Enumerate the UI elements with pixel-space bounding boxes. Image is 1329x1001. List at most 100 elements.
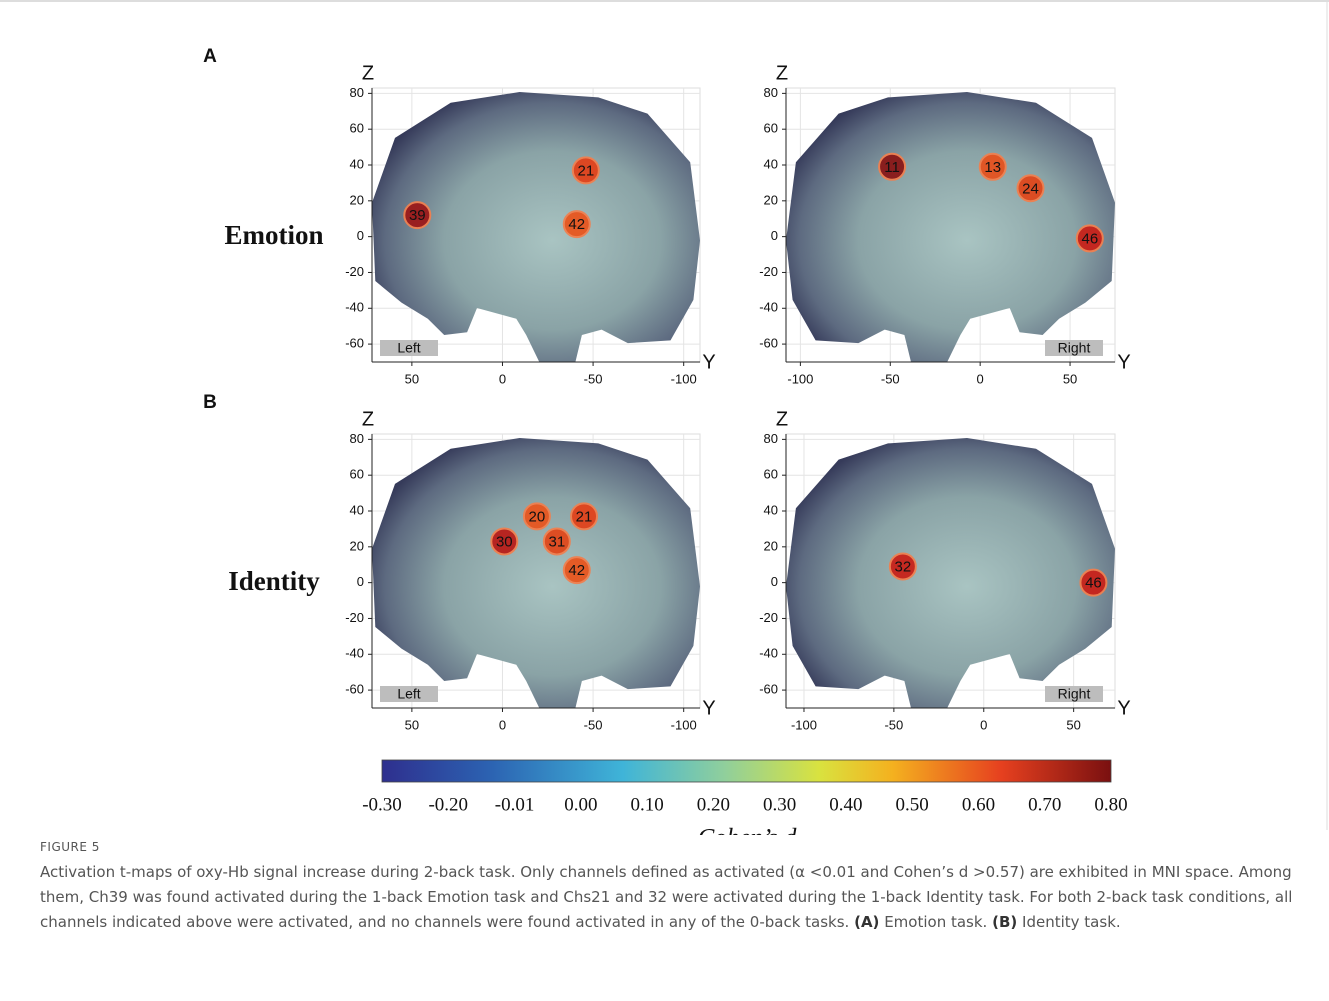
z-tick-label: -60 <box>345 682 364 697</box>
z-tick-label: -40 <box>759 646 778 661</box>
side-label: Right <box>1058 340 1091 356</box>
z-tick-label: -40 <box>345 300 364 315</box>
z-tick-label: 60 <box>350 121 364 136</box>
channel-label: 46 <box>1081 230 1098 247</box>
channel-label: 46 <box>1085 575 1102 592</box>
z-tick-label: 0 <box>771 574 778 589</box>
channel-label: 42 <box>568 562 585 579</box>
z-tick-label: 20 <box>350 192 364 207</box>
z-tick-label: 80 <box>764 85 778 100</box>
y-tick-label: 0 <box>499 371 506 386</box>
z-tick-label: -60 <box>759 336 778 351</box>
colorbar-tick-label: 0.20 <box>697 794 730 815</box>
colorbar-tick-label: 0.80 <box>1094 794 1127 815</box>
side-label: Right <box>1058 686 1091 702</box>
caption-a-label: (A) <box>854 913 879 931</box>
y-axis-label: Y <box>702 697 715 719</box>
y-tick-label: -100 <box>671 371 697 386</box>
side-label: Left <box>397 340 420 356</box>
z-tick-label: -60 <box>345 336 364 351</box>
y-axis-label: Y <box>1117 351 1130 373</box>
z-tick-label: -20 <box>759 264 778 279</box>
y-tick-label: -100 <box>787 371 813 386</box>
brain-surface <box>372 438 700 708</box>
z-tick-label: 60 <box>764 121 778 136</box>
colorbar-tick-label: 0.60 <box>962 794 995 815</box>
z-tick-label: -60 <box>759 682 778 697</box>
figure: Cohen’s d AEmotion806040200-20-40-60500-… <box>0 0 1329 835</box>
z-tick-label: -40 <box>345 646 364 661</box>
y-tick-label: 0 <box>499 717 506 732</box>
channel-label: 11 <box>884 159 900 176</box>
z-tick-label: 0 <box>357 228 364 243</box>
y-tick-label: -100 <box>791 717 817 732</box>
colorbar-tick-label: -0.30 <box>362 794 402 815</box>
z-tick-label: 20 <box>764 192 778 207</box>
colorbar-tick-label: 0.00 <box>564 794 597 815</box>
z-tick-label: 20 <box>764 538 778 553</box>
colorbar-tick-label: -0.01 <box>495 794 535 815</box>
z-tick-label: -20 <box>759 610 778 625</box>
colorbar-tick-label: 0.10 <box>630 794 663 815</box>
z-tick-label: -40 <box>759 300 778 315</box>
y-tick-label: -50 <box>884 717 903 732</box>
z-tick-label: 40 <box>764 502 778 517</box>
colorbar-tick-label: 0.70 <box>1028 794 1061 815</box>
y-axis-label: Y <box>702 351 715 373</box>
y-tick-label: 50 <box>405 371 419 386</box>
channel-label: 30 <box>496 533 513 550</box>
z-tick-label: 80 <box>764 431 778 446</box>
caption-b-text: Identity task. <box>1022 913 1121 931</box>
z-tick-label: 60 <box>350 467 364 482</box>
channel-label: 31 <box>548 533 565 550</box>
z-tick-label: 0 <box>357 574 364 589</box>
z-axis-label: Z <box>776 62 788 84</box>
z-tick-label: 80 <box>350 431 364 446</box>
y-tick-label: 0 <box>980 717 987 732</box>
channel-label: 39 <box>409 207 426 224</box>
z-tick-label: -20 <box>345 264 364 279</box>
channel-label: 42 <box>568 216 585 233</box>
panel-letter: A <box>203 46 217 67</box>
z-axis-label: Z <box>362 408 374 430</box>
z-axis-label: Z <box>362 62 374 84</box>
z-tick-label: 60 <box>764 467 778 482</box>
y-tick-label: 0 <box>977 371 984 386</box>
colorbar-tick-label: 0.40 <box>829 794 862 815</box>
colorbar-tick-label: 0.50 <box>896 794 929 815</box>
z-tick-label: 0 <box>771 228 778 243</box>
row-label: Identity <box>228 566 320 596</box>
colorbar-tick-label: -0.20 <box>428 794 468 815</box>
side-label: Left <box>397 686 420 702</box>
figure-label: FIGURE 5 <box>40 840 1302 854</box>
colorbar <box>382 760 1111 782</box>
z-tick-label: -20 <box>345 610 364 625</box>
channel-label: 13 <box>984 159 1001 176</box>
brain-surface <box>786 92 1115 362</box>
channel-label: 20 <box>529 508 546 525</box>
colorbar-label: Cohen’s d <box>698 825 797 835</box>
colorbar-tick-label: 0.30 <box>763 794 796 815</box>
y-tick-label: 50 <box>1063 371 1077 386</box>
y-tick-label: -50 <box>584 371 603 386</box>
z-axis-label: Z <box>776 408 788 430</box>
channel-label: 24 <box>1022 180 1039 197</box>
panel-letter: B <box>203 392 217 413</box>
channel-label: 32 <box>895 558 912 575</box>
brain-surface <box>786 438 1115 708</box>
y-tick-label: -100 <box>671 717 697 732</box>
z-tick-label: 40 <box>350 156 364 171</box>
z-tick-label: 40 <box>350 502 364 517</box>
y-tick-label: 50 <box>1066 717 1080 732</box>
channel-label: 21 <box>577 162 594 179</box>
y-tick-label: -50 <box>584 717 603 732</box>
caption-a-text: Emotion task. <box>884 913 987 931</box>
y-tick-label: 50 <box>405 717 419 732</box>
z-tick-label: 20 <box>350 538 364 553</box>
z-tick-label: 80 <box>350 85 364 100</box>
page: {"figure": { "panels": [ {"label": "A", … <box>0 0 1329 1001</box>
y-tick-label: -50 <box>881 371 900 386</box>
y-axis-label: Y <box>1117 697 1130 719</box>
caption-b-label: (B) <box>992 913 1017 931</box>
channel-label: 21 <box>576 508 593 525</box>
